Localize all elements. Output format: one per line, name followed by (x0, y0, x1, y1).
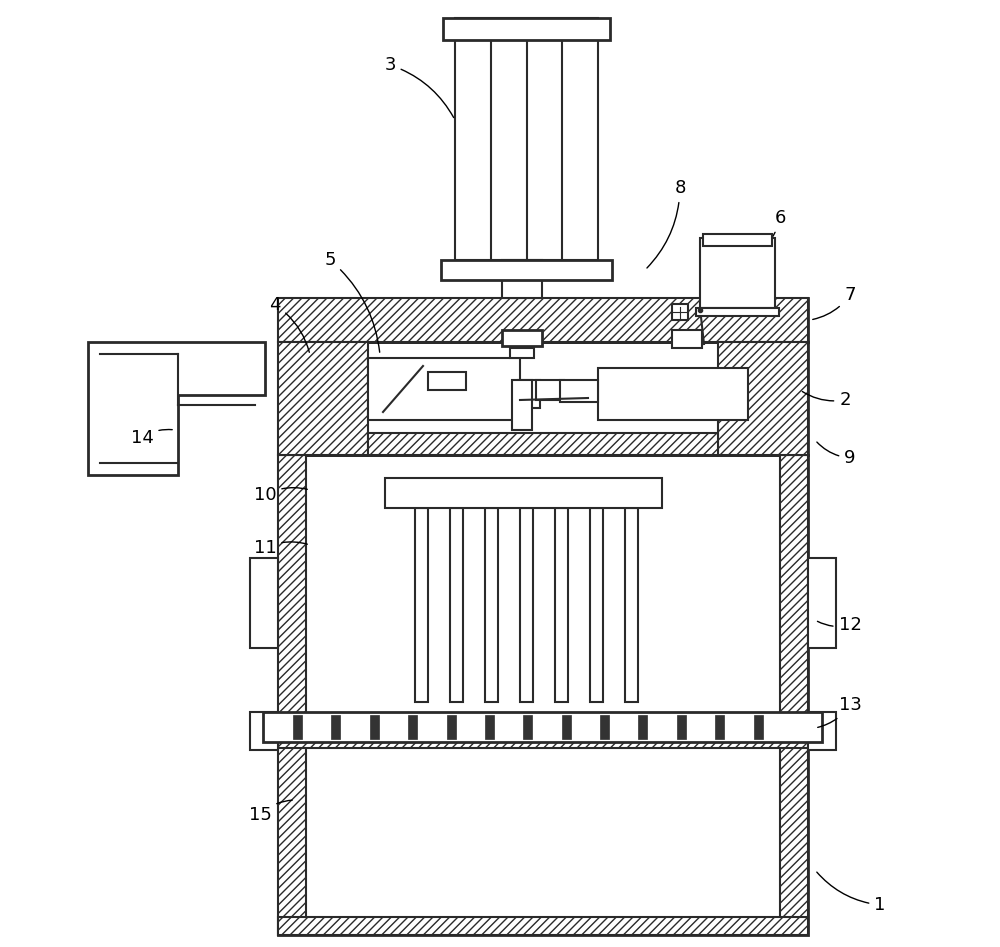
Text: 14: 14 (131, 429, 172, 447)
Polygon shape (88, 342, 265, 475)
Bar (450, 508, 463, 702)
Text: 11: 11 (254, 539, 307, 557)
Bar (370, 715, 379, 739)
Text: 12: 12 (817, 616, 861, 634)
Bar (600, 715, 609, 739)
Text: 2: 2 (802, 391, 851, 409)
Bar (780, 455, 808, 715)
Bar (808, 712, 836, 750)
Text: 6: 6 (757, 209, 786, 254)
Bar (278, 455, 306, 715)
Bar (523, 715, 532, 739)
Bar (512, 380, 532, 430)
Bar (443, 18, 610, 40)
Bar (415, 508, 428, 702)
Bar (754, 715, 763, 739)
Bar (385, 478, 662, 508)
Bar (278, 728, 808, 748)
Bar (518, 380, 540, 408)
Bar (368, 358, 520, 420)
Text: 9: 9 (817, 442, 856, 467)
Bar (718, 342, 808, 455)
Bar (485, 508, 498, 702)
Bar (696, 308, 779, 316)
Bar (703, 234, 772, 246)
Bar (638, 715, 647, 739)
Bar (250, 558, 278, 648)
Bar (455, 18, 598, 260)
Bar (808, 558, 836, 648)
Text: 8: 8 (647, 179, 686, 268)
Bar (331, 715, 340, 739)
Bar (278, 728, 808, 935)
Bar (278, 342, 368, 455)
Bar (510, 348, 534, 358)
Bar (625, 508, 638, 702)
Bar (278, 298, 808, 342)
Bar (715, 715, 724, 739)
Bar (677, 715, 686, 739)
Bar (536, 380, 564, 400)
Bar (590, 508, 603, 702)
Text: 13: 13 (818, 696, 861, 727)
Bar (598, 368, 748, 420)
Bar (560, 380, 598, 402)
Bar (278, 342, 808, 455)
Text: 5: 5 (324, 251, 380, 352)
Text: 15: 15 (249, 800, 292, 824)
Bar (700, 238, 775, 308)
Bar (250, 712, 278, 750)
Bar (428, 372, 466, 390)
Bar (780, 728, 808, 935)
Bar (502, 260, 542, 298)
Bar (278, 298, 808, 342)
Bar (441, 260, 612, 280)
Text: 4: 4 (269, 296, 309, 352)
Bar (408, 715, 417, 739)
Bar (278, 728, 306, 935)
Bar (562, 715, 571, 739)
Bar (672, 304, 688, 320)
Text: 10: 10 (254, 486, 307, 504)
Bar (368, 433, 718, 455)
Bar (485, 715, 494, 739)
Bar (263, 712, 822, 742)
Bar (555, 508, 568, 702)
Bar (520, 508, 533, 702)
Bar (447, 715, 456, 739)
Bar (293, 715, 302, 739)
Bar (502, 330, 542, 346)
Text: 1: 1 (817, 872, 886, 914)
Text: 7: 7 (813, 286, 856, 319)
Bar (278, 455, 808, 715)
Text: 3: 3 (384, 56, 454, 117)
Bar (278, 917, 808, 935)
Bar (672, 330, 702, 348)
